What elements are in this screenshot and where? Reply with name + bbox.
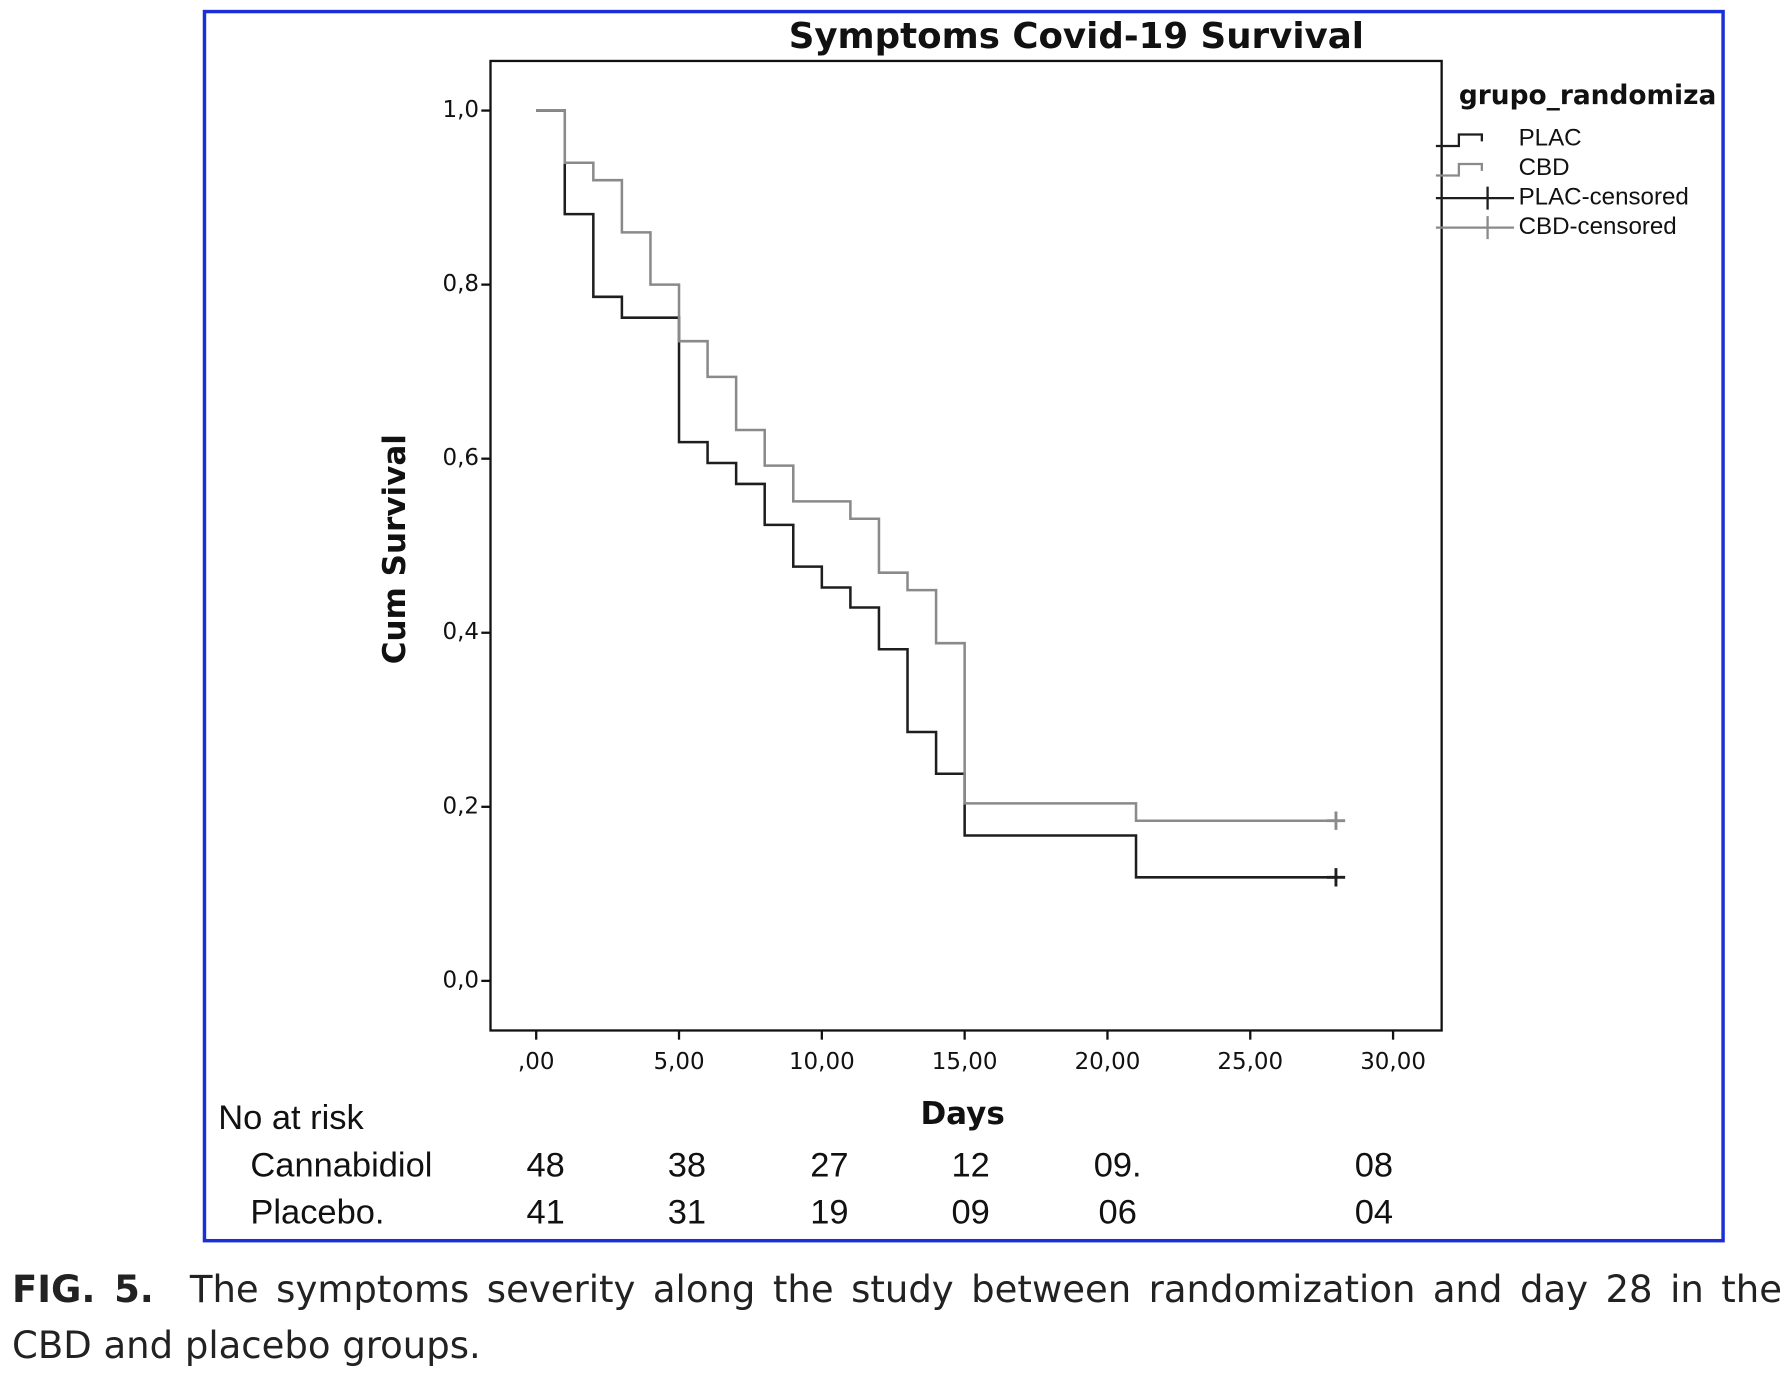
legend-label: CBD (1519, 154, 1570, 181)
legend-swatch (1435, 186, 1515, 210)
plot-frame (489, 59, 1443, 1032)
legend-label: PLAC (1519, 124, 1582, 151)
x-tick-label: 15,00 (932, 1049, 998, 1075)
caption-label: FIG. 5. (12, 1268, 154, 1311)
censor-mark (1326, 811, 1346, 830)
risk-row-label: Placebo. (250, 1193, 384, 1231)
y-tick-label: 0,6 (442, 445, 479, 471)
x-tick-label: 5,00 (653, 1049, 704, 1075)
survival-curve (536, 109, 1336, 822)
y-tick-label: 0,0 (442, 967, 479, 993)
legend-label: CBD-censored (1519, 213, 1677, 240)
legend-swatch (1435, 216, 1515, 240)
legend-label: PLAC-censored (1519, 183, 1689, 210)
x-axis-label: Days (920, 1096, 1004, 1132)
x-tick-label: 20,00 (1075, 1049, 1141, 1075)
risk-row-label: Cannabidiol (250, 1146, 432, 1184)
y-tick-label: 0,2 (442, 793, 479, 819)
y-tick-label: 1,0 (442, 97, 479, 123)
risk-count: 38 (668, 1146, 706, 1184)
chart-title: Symptoms Covid-19 Survival (789, 16, 1364, 57)
risk-count: 41 (526, 1193, 564, 1231)
figure: Symptoms Covid-19 Survival Cum Survival … (202, 9, 1725, 1243)
risk-count: 12 (952, 1146, 990, 1184)
censor-mark (1326, 868, 1346, 887)
caption: FIG. 5. The symptoms severity along the s… (12, 1262, 1782, 1374)
x-tick-label: 25,00 (1217, 1049, 1283, 1075)
y-axis-label: Cum Survival (377, 434, 413, 664)
caption-text: The symptoms severity along the study be… (12, 1268, 1782, 1367)
risk-count: 31 (668, 1193, 706, 1231)
y-tick-label: 0,4 (442, 619, 479, 645)
risk-table-title: No at risk (218, 1099, 364, 1137)
y-tick-label: 0,8 (442, 271, 479, 297)
risk-count: 06 (1099, 1193, 1137, 1231)
risk-count: 19 (810, 1193, 848, 1231)
risk-count: 48 (526, 1146, 564, 1184)
x-tick-label: ,00 (518, 1049, 555, 1075)
risk-count: 27 (810, 1146, 848, 1184)
legend-swatch (1435, 133, 1483, 148)
risk-count: 04 (1355, 1193, 1393, 1231)
legend-title: grupo_randomiza (1459, 80, 1716, 111)
risk-count: 08 (1355, 1146, 1393, 1184)
survival-curve (536, 109, 1336, 879)
legend-swatch (1435, 162, 1483, 177)
risk-count: 09. (1094, 1146, 1142, 1184)
x-tick-label: 10,00 (789, 1049, 855, 1075)
risk-count: 09 (952, 1193, 990, 1231)
figure-border (202, 9, 1725, 1243)
x-tick-label: 30,00 (1360, 1049, 1426, 1075)
